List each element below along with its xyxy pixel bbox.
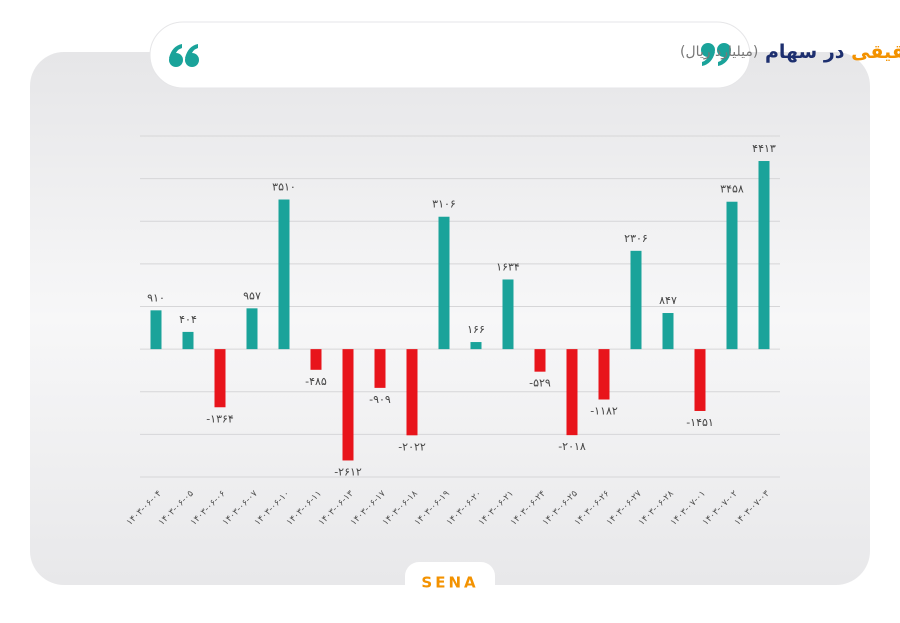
bar (630, 250, 642, 350)
value-label: ۳۵۱۰ (272, 181, 296, 194)
value-label: -۴۸۵ (305, 375, 327, 388)
chart-title: خالص ارزش خرید خرد حقیقی در سهام (میلیار… (680, 41, 900, 63)
value-label: -۱۴۵۱ (686, 416, 714, 429)
value-label: -۵۲۹ (529, 377, 551, 390)
bar (566, 349, 578, 436)
bar (150, 310, 162, 350)
value-label: ۴۴۱۳ (752, 142, 776, 155)
panel (30, 52, 870, 585)
bar (406, 349, 418, 436)
bar (758, 161, 770, 350)
bar (502, 279, 514, 350)
bar (598, 349, 610, 400)
value-label: ۱۶۳۴ (496, 260, 520, 273)
value-label: -۱۱۸۲ (590, 405, 618, 418)
value-label: -۱۳۶۴ (206, 412, 234, 425)
title-part: ارزش خرید خرد حقیقی (851, 41, 900, 63)
quote-left (169, 44, 199, 67)
bar (470, 342, 482, 350)
value-label: ۹۵۷ (243, 289, 261, 302)
title-pill (149, 21, 751, 89)
value-label: ۴۰۴ (179, 313, 197, 326)
value-label: -۹۰۹ (369, 393, 391, 406)
title-part: در سهام (765, 41, 845, 63)
logo: SENA (421, 574, 478, 592)
bar (726, 201, 738, 350)
value-label: ۱۶۶ (467, 323, 485, 336)
bar (534, 349, 546, 372)
bar (214, 349, 226, 408)
value-label: ۸۴۷ (659, 294, 677, 307)
logo-tab (405, 562, 495, 612)
value-label: ۹۱۰ (147, 291, 165, 304)
bar (342, 349, 354, 461)
value-label: -۲۶۱۲ (334, 465, 362, 478)
bar (438, 216, 450, 350)
value-label: -۲۰۲۲ (398, 440, 426, 453)
bar (310, 349, 322, 370)
value-label: ۳۴۵۸ (720, 183, 744, 196)
value-label: -۲۰۱۸ (558, 440, 586, 453)
value-label: ۲۳۰۶ (624, 232, 648, 245)
bar (278, 199, 290, 350)
value-label: ۳۱۰۶ (432, 198, 456, 211)
chart-subtitle: (میلیارد ریال) (680, 44, 758, 60)
bar (694, 349, 706, 411)
quote-right (701, 43, 731, 66)
bar (662, 313, 674, 350)
bar (246, 308, 258, 350)
bar (374, 349, 386, 388)
bar (182, 331, 194, 350)
